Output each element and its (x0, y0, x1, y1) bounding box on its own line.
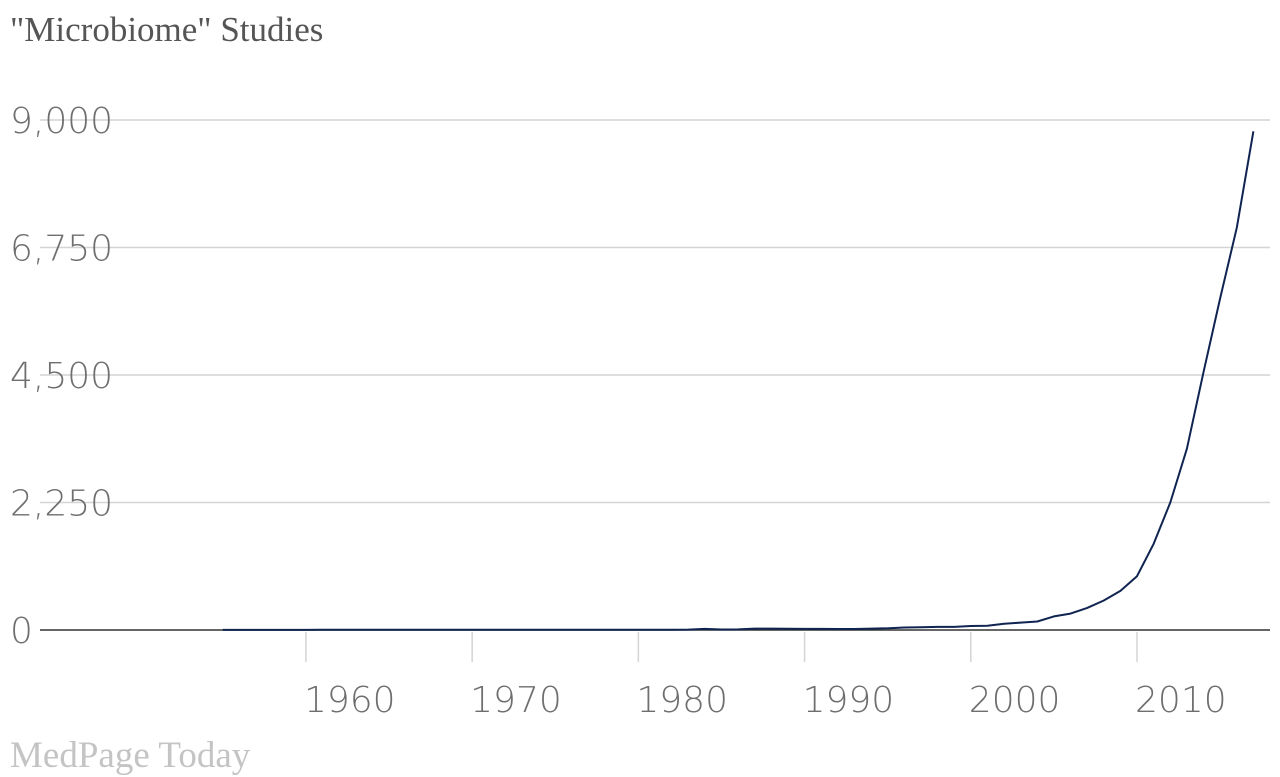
series-line (222, 131, 1255, 631)
series-group (222, 131, 1255, 631)
y-tick-label: 6,750 (10, 229, 113, 270)
y-tick-label: 9,000 (10, 101, 113, 142)
x-tick-label: 2000 (969, 680, 1061, 721)
y-gridlines (40, 119, 1270, 631)
x-tick-label: 1960 (304, 680, 396, 721)
chart-title: "Microbiome" Studies (10, 10, 324, 49)
y-axis-tick-labels: 0 2,250 4,500 6,750 9,000 (10, 101, 113, 652)
x-tick-label: 1990 (803, 680, 895, 721)
y-tick-label: 4,500 (10, 356, 113, 397)
x-tick-label: 2010 (1135, 680, 1227, 721)
x-tick-label: 1970 (470, 680, 562, 721)
source-credit: MedPage Today (10, 735, 251, 776)
x-tick-label: 1980 (636, 680, 728, 721)
y-tick-label: 2,250 (10, 484, 113, 525)
y-tick-label: 0 (10, 611, 33, 652)
x-axis: 1960 1970 1980 1990 2000 2010 (304, 632, 1227, 721)
